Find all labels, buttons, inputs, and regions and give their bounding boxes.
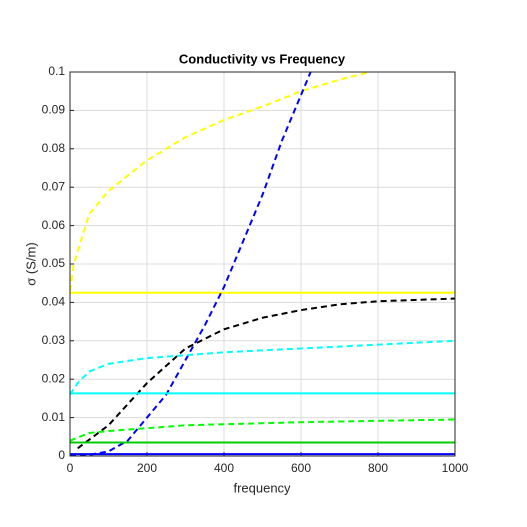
y-tick-label: 0.04 xyxy=(42,295,66,309)
plot-area xyxy=(70,72,455,456)
data-line xyxy=(77,297,455,450)
x-tick-label: 600 xyxy=(291,461,311,475)
data-line xyxy=(70,339,455,396)
y-tick-label: 0 xyxy=(58,448,65,462)
x-tick-label: 200 xyxy=(137,461,157,475)
x-axis-label: frequency xyxy=(233,480,291,495)
x-tick-label: 0 xyxy=(67,461,74,475)
y-tick-label: 0.05 xyxy=(42,256,66,270)
y-tick-label: 0.09 xyxy=(42,103,66,117)
y-tick-label: 0.01 xyxy=(42,410,66,424)
x-tick-label: 400 xyxy=(214,461,234,475)
y-tick-label: 0.06 xyxy=(42,218,66,232)
x-tick-label: 1000 xyxy=(442,461,469,475)
axes-box xyxy=(69,71,456,457)
y-tick-label: 0.1 xyxy=(48,64,65,78)
y-axis-label: σ (S/m) xyxy=(23,242,38,285)
y-tick-label: 0.03 xyxy=(42,333,66,347)
data-line xyxy=(70,72,312,456)
data-line xyxy=(70,72,371,292)
y-tick-label: 0.02 xyxy=(42,371,66,385)
x-tick-label: 800 xyxy=(368,461,388,475)
y-tick-label: 0.07 xyxy=(42,179,66,193)
chart-title: Conductivity vs Frequency xyxy=(179,51,346,66)
y-tick-label: 0.08 xyxy=(42,141,66,155)
